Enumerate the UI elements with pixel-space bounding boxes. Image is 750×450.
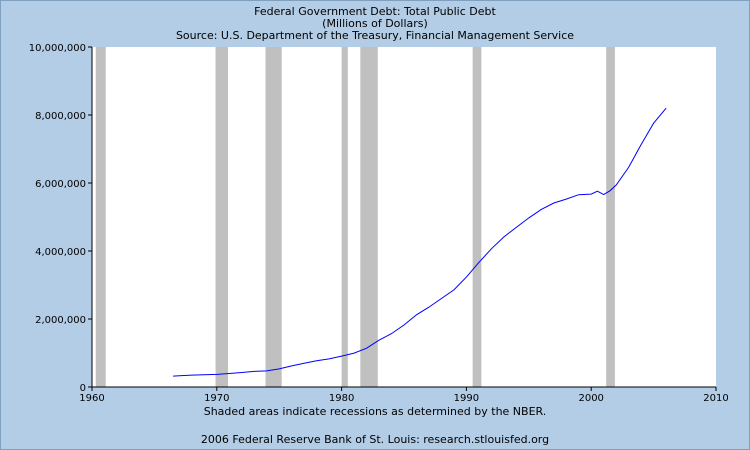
y-tick-label: 6,000,000 <box>35 179 86 190</box>
x-tick-label: 2000 <box>578 393 603 404</box>
x-tick-label: 1980 <box>329 393 354 404</box>
x-tick-label: 1990 <box>454 393 479 404</box>
recession-band <box>265 47 282 387</box>
x-tick-label: 1970 <box>204 393 229 404</box>
x-tick-label: 1960 <box>79 393 104 404</box>
chart-title: Federal Government Debt: Total Public De… <box>254 5 496 18</box>
recession-note: Shaded areas indicate recessions as dete… <box>203 405 547 418</box>
recession-band <box>341 47 348 387</box>
recession-band <box>606 47 615 387</box>
y-tick-label: 8,000,000 <box>35 111 86 122</box>
x-tick-label: 2010 <box>703 393 728 404</box>
recession-band <box>472 47 482 387</box>
y-tick-label: 10,000,000 <box>29 43 86 54</box>
credit-line: 2006 Federal Reserve Bank of St. Louis: … <box>200 433 550 446</box>
plot-area <box>92 47 716 387</box>
recession-band <box>360 47 378 387</box>
chart-units: (Millions of Dollars) <box>322 17 428 30</box>
series-line <box>173 107 667 377</box>
recession-band <box>95 47 106 387</box>
y-tick-label: 0 <box>80 383 86 394</box>
y-tick-label: 2,000,000 <box>35 315 86 326</box>
chart-source: Source: U.S. Department of the Treasury,… <box>175 29 575 42</box>
recession-band <box>215 47 229 387</box>
y-tick-label: 4,000,000 <box>35 247 86 258</box>
